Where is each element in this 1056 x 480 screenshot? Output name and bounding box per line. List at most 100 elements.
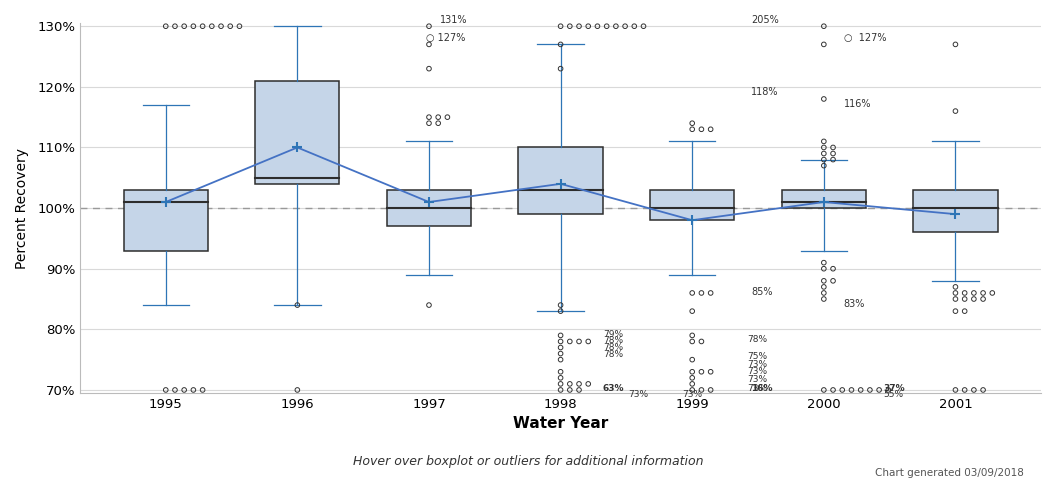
Point — [607, 23, 624, 30]
Text: 116%: 116% — [844, 99, 871, 109]
Point — [684, 386, 701, 394]
Bar — [256, 81, 339, 184]
Point — [552, 344, 569, 351]
Point — [157, 386, 174, 394]
Text: 16%: 16% — [752, 384, 773, 393]
Point — [815, 41, 832, 48]
Point — [815, 150, 832, 157]
Point — [420, 65, 437, 72]
Point — [157, 23, 174, 30]
Point — [289, 386, 306, 394]
Point — [815, 283, 832, 291]
Point — [570, 337, 587, 345]
Point — [947, 289, 964, 297]
Point — [815, 144, 832, 151]
X-axis label: Water Year: Water Year — [513, 416, 608, 432]
Point — [289, 301, 306, 309]
Point — [420, 113, 437, 121]
Point — [815, 259, 832, 266]
Point — [684, 368, 701, 376]
Point — [975, 289, 992, 297]
Point — [870, 386, 887, 394]
Point — [552, 374, 569, 382]
Point — [825, 156, 842, 163]
Point — [185, 23, 202, 30]
Point — [965, 295, 982, 303]
Point — [589, 23, 606, 30]
Point — [167, 386, 184, 394]
Text: Chart generated 03/09/2018: Chart generated 03/09/2018 — [875, 468, 1024, 478]
Point — [702, 386, 719, 394]
Point — [947, 283, 964, 291]
Point — [185, 386, 202, 394]
Point — [693, 337, 710, 345]
Point — [815, 23, 832, 30]
Text: 37%: 37% — [883, 384, 905, 393]
Point — [552, 307, 569, 315]
Text: 78%: 78% — [604, 343, 624, 352]
Bar — [124, 190, 208, 251]
Point — [815, 289, 832, 297]
Point — [815, 138, 832, 145]
Point — [684, 120, 701, 127]
Point — [684, 374, 701, 382]
Point — [552, 65, 569, 72]
Point — [957, 289, 974, 297]
Point — [684, 125, 701, 133]
Y-axis label: Percent Recovery: Percent Recovery — [15, 147, 29, 269]
Point — [635, 23, 652, 30]
Point — [957, 386, 974, 394]
Point — [815, 277, 832, 285]
Point — [947, 386, 964, 394]
Point — [222, 23, 239, 30]
Point — [420, 23, 437, 30]
Point — [825, 144, 842, 151]
Point — [693, 368, 710, 376]
Point — [562, 23, 579, 30]
Text: 78%: 78% — [748, 335, 768, 344]
Point — [834, 386, 851, 394]
Point — [965, 386, 982, 394]
Point — [984, 289, 1001, 297]
Point — [552, 356, 569, 363]
Point — [430, 113, 447, 121]
Text: 73%: 73% — [748, 375, 768, 384]
Text: 73%: 73% — [628, 390, 648, 399]
Point — [552, 386, 569, 394]
Point — [552, 337, 569, 345]
Point — [975, 295, 992, 303]
Point — [825, 265, 842, 273]
Point — [552, 23, 569, 30]
Point — [684, 307, 701, 315]
Point — [693, 386, 710, 394]
Point — [815, 95, 832, 103]
Text: 73%: 73% — [682, 390, 702, 399]
Point — [947, 107, 964, 115]
Point — [825, 386, 842, 394]
Text: 205%: 205% — [752, 15, 779, 25]
Point — [420, 301, 437, 309]
Point — [570, 386, 587, 394]
Point — [598, 23, 615, 30]
Point — [843, 386, 860, 394]
Point — [420, 120, 437, 127]
Bar — [781, 190, 866, 208]
Point — [552, 301, 569, 309]
Point — [204, 23, 221, 30]
Point — [552, 332, 569, 339]
Point — [580, 337, 597, 345]
Point — [212, 23, 229, 30]
Point — [684, 332, 701, 339]
Point — [815, 162, 832, 169]
Point — [175, 23, 192, 30]
Point — [815, 156, 832, 163]
Point — [175, 386, 192, 394]
Text: 75%: 75% — [748, 352, 768, 361]
Text: 78%: 78% — [604, 336, 624, 345]
Point — [552, 350, 569, 358]
Point — [617, 23, 634, 30]
Point — [626, 23, 643, 30]
Point — [947, 41, 964, 48]
Bar — [650, 190, 734, 220]
Text: ○ 127%: ○ 127% — [427, 33, 466, 43]
